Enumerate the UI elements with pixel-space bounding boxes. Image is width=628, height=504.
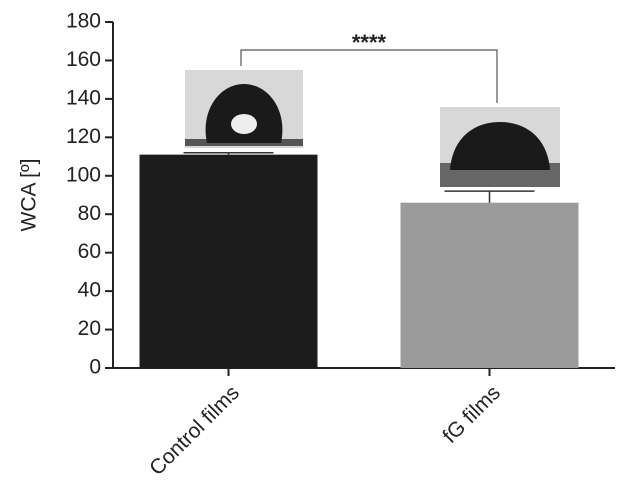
bar: [401, 203, 579, 368]
y-tick-label: 120: [66, 125, 101, 148]
y-tick-label: 40: [78, 279, 101, 302]
y-tick-label: 0: [89, 356, 101, 379]
error-bar: [445, 191, 535, 203]
y-tick-label: 180: [66, 10, 101, 33]
y-tick-label: 80: [78, 202, 101, 225]
droplet-image: [440, 107, 560, 187]
x-tick-label: fG films: [438, 381, 505, 448]
bar: [140, 155, 318, 368]
y-tick-label: 100: [66, 163, 101, 186]
y-tick-label: 160: [66, 48, 101, 71]
error-bar: [184, 153, 274, 155]
droplet-image: [185, 70, 303, 148]
y-axis-label: WCA [º]: [18, 158, 41, 231]
y-tick-label: 20: [78, 317, 101, 340]
x-tick-label: Control films: [145, 381, 244, 480]
y-tick-label: 60: [78, 240, 101, 263]
chart: WCA [º] **** 0 20 40 60 80 100 120 140 160 180 Con…: [0, 0, 628, 504]
y-tick-label: 140: [66, 86, 101, 109]
annotation: ****: [352, 30, 387, 55]
